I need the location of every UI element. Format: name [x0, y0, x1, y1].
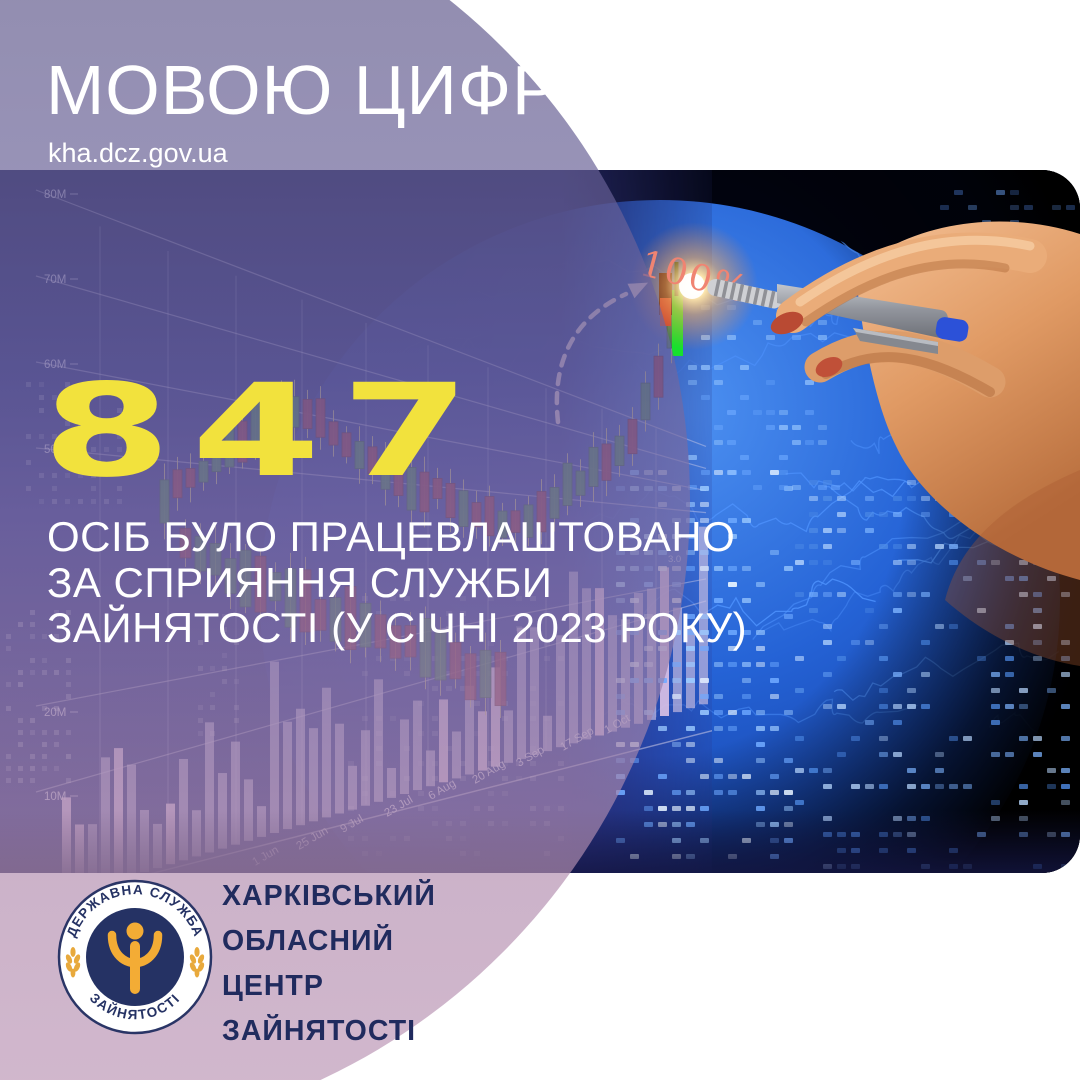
org-name-line: ХАРКІВСЬКИЙ	[222, 880, 436, 912]
svg-text:20M: 20M	[44, 707, 66, 719]
org-name: ХАРКІВСЬКИЙ ОБЛАСНИЙ ЦЕНТР ЗАЙНЯТОСТІ	[222, 874, 436, 1054]
photo-bottom-shadow	[0, 810, 1080, 873]
page-title: МОВОЮ ЦИФР	[46, 51, 560, 129]
hand-shadow	[945, 470, 1080, 666]
pen-button	[935, 317, 969, 342]
svg-text:80M: 80M	[44, 189, 66, 201]
svg-text:70M: 70M	[44, 274, 66, 286]
hand-with-pen	[707, 221, 1080, 666]
stat-description: ОСІБ БУЛО ПРАЦЕВЛАШТОВАНО ЗА СПРИЯННЯ СЛ…	[47, 514, 747, 651]
stat-description-line: ЗА СПРИЯННЯ СЛУЖБИ	[47, 558, 553, 606]
svg-text:10M: 10M	[44, 791, 66, 803]
index-finger	[770, 232, 1047, 335]
middle-finger-nail	[815, 356, 843, 378]
stat-description-line: ОСІБ БУЛО ПРАЦЕВЛАШТОВАНО	[47, 513, 736, 560]
stat-value: 847	[42, 357, 491, 506]
org-name-line: ЦЕНТР	[222, 970, 324, 1002]
org-name-line: ЗАЙНЯТОСТІ	[222, 1015, 417, 1047]
stat-description-line: ЗАЙНЯТОСТІ (У СІЧНІ 2023 РОКУ)	[47, 604, 748, 651]
logo-wheat-left	[65, 947, 81, 978]
site-url: kha.dcz.gov.ua	[48, 138, 228, 168]
index-finger-nail	[770, 311, 804, 335]
employment-service-logo: ДЕРЖАВНА СЛУЖБА ЗАЙНЯТОСТІ	[57, 879, 213, 1035]
pen-tip	[707, 279, 783, 309]
logo-wheat-right	[189, 947, 205, 978]
logo-person-icon	[107, 922, 163, 994]
org-name-line: ОБЛАСНИЙ	[222, 925, 394, 957]
